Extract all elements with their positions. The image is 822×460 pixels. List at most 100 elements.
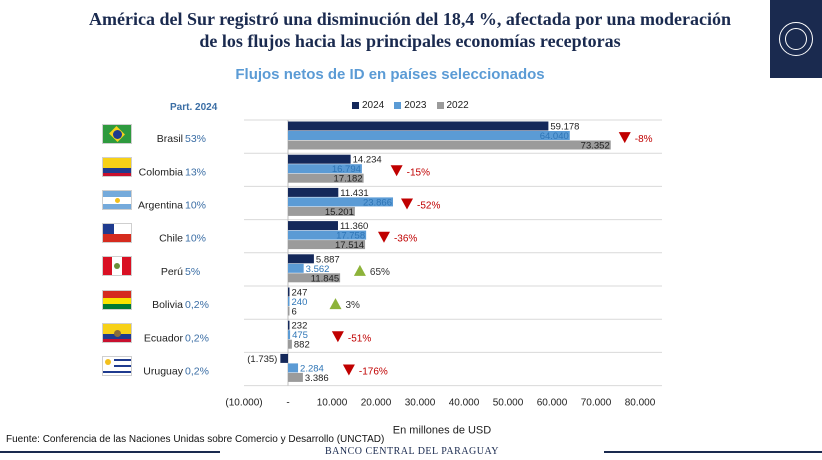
data-label-2024: 247 xyxy=(292,288,308,299)
data-label-2023: 475 xyxy=(292,330,308,341)
data-label-2022: 882 xyxy=(294,340,310,351)
bar-2024 xyxy=(288,320,290,330)
change-label: 65% xyxy=(370,267,390,278)
share-label: 10% xyxy=(185,233,206,245)
data-label-2023: 3.562 xyxy=(306,264,330,275)
bar-2022 xyxy=(288,372,303,382)
data-label-2022: 3.386 xyxy=(305,373,329,384)
bar-2022 xyxy=(288,173,364,183)
bar-2024 xyxy=(280,353,288,363)
down-arrow-icon xyxy=(401,198,414,210)
brazil-flag-icon xyxy=(102,124,132,144)
chart-legend: 2024 2023 2022 xyxy=(352,100,469,111)
category-label: Colombia xyxy=(139,166,184,178)
bar-2023 xyxy=(288,131,570,140)
category-label: Perú xyxy=(161,266,183,278)
down-arrow-icon xyxy=(331,331,344,343)
share-label: 13% xyxy=(185,166,206,178)
data-label-2022: 17.514 xyxy=(335,240,364,251)
data-label-2024: 11.431 xyxy=(340,188,368,199)
share-label: 5% xyxy=(185,266,200,278)
legend-label-2023: 2023 xyxy=(404,100,427,111)
data-label-2024: 59.178 xyxy=(550,122,579,133)
data-label-2024: (1.735) xyxy=(247,354,277,365)
bar-2023 xyxy=(288,330,291,340)
share-header: Part. 2024 xyxy=(170,102,218,113)
data-label-2023: 2.284 xyxy=(300,363,324,374)
bar-2022 xyxy=(288,273,341,283)
x-tick-label: 50.000 xyxy=(493,398,524,409)
category-label: Uruguay xyxy=(143,366,183,378)
bar-2024 xyxy=(288,187,339,197)
down-arrow-icon xyxy=(342,364,355,376)
data-label-2023: 64.040 xyxy=(540,131,569,142)
data-label-2022: 11.845 xyxy=(311,273,339,284)
up-arrow-icon xyxy=(329,298,342,310)
change-label: -15% xyxy=(407,167,430,178)
bar-2023 xyxy=(288,230,367,240)
category-label: Chile xyxy=(159,233,183,245)
bolivia-flag-icon xyxy=(102,290,132,310)
bar-2024 xyxy=(288,154,351,164)
x-tick-label: - xyxy=(286,398,289,409)
up-arrow-icon xyxy=(353,264,366,276)
chile-flag-icon xyxy=(102,223,132,243)
bar-2023 xyxy=(288,297,290,306)
x-tick-label: 60.000 xyxy=(537,398,568,409)
data-label-2022: 73.352 xyxy=(581,141,610,152)
change-label: -176% xyxy=(359,367,388,378)
bar-2022 xyxy=(288,140,611,150)
bar-2024 xyxy=(288,254,314,264)
title-line-1: América del Sur registró una disminución… xyxy=(88,9,731,29)
source-note: Fuente: Conferencia de las Naciones Unid… xyxy=(6,434,385,445)
footer-divider-left xyxy=(0,451,220,453)
share-label: 0,2% xyxy=(185,366,209,378)
argentina-flag-icon xyxy=(102,190,132,210)
legend-swatch-2022 xyxy=(436,102,444,109)
legend-item-2022: 2022 xyxy=(436,100,469,111)
category-label: Ecuador xyxy=(144,332,184,344)
data-label-2022: 15.201 xyxy=(325,207,354,218)
ecuador-flag-icon xyxy=(102,323,132,343)
page-title: América del Sur registró una disminución… xyxy=(60,8,760,52)
down-arrow-icon xyxy=(618,132,631,144)
category-label: Bolivia xyxy=(152,299,183,311)
x-tick-label: 70.000 xyxy=(581,398,612,409)
x-tick-label: 10.000 xyxy=(317,398,348,409)
change-label: -52% xyxy=(417,201,440,212)
share-label: 0,2% xyxy=(185,299,209,311)
change-label: -36% xyxy=(394,234,417,245)
change-label: -51% xyxy=(348,333,371,344)
data-label-2023: 17.758 xyxy=(336,231,365,242)
bar-2022 xyxy=(288,240,366,250)
data-label-2024: 11.360 xyxy=(340,221,368,232)
bar-2023 xyxy=(288,164,362,174)
x-tick-label: 40.000 xyxy=(449,398,480,409)
legend-item-2024: 2024 xyxy=(352,100,384,111)
data-label-2023: 23.866 xyxy=(363,197,392,208)
legend-swatch-2023 xyxy=(394,102,402,109)
data-label-2023: 240 xyxy=(292,297,308,308)
x-axis-label: En millones de USD xyxy=(393,425,491,437)
bar-2023 xyxy=(288,363,299,373)
chart-subtitle: Flujos netos de ID en países seleccionad… xyxy=(235,66,545,83)
bar-2023 xyxy=(288,197,394,207)
uruguay-flag-icon xyxy=(102,356,132,376)
bank-name: BANCO CENTRAL DEL PARAGUAY xyxy=(324,446,500,457)
footer-divider-right xyxy=(604,451,822,453)
share-label: 0,2% xyxy=(185,332,209,344)
bar-2022 xyxy=(288,206,355,216)
bar-2022 xyxy=(288,339,292,349)
x-tick-label: (10.000) xyxy=(225,398,262,409)
data-label-2024: 232 xyxy=(292,321,308,332)
title-line-2: de los flujos hacia las principales econ… xyxy=(199,31,621,51)
data-label-2024: 14.234 xyxy=(353,155,382,166)
x-tick-label: 80.000 xyxy=(625,398,656,409)
category-label: Argentina xyxy=(138,200,183,212)
data-label-2022: 17.182 xyxy=(334,174,363,185)
colombia-flag-icon xyxy=(102,157,132,177)
share-label: 53% xyxy=(185,133,206,145)
data-label-2024: 5.887 xyxy=(316,254,340,265)
peru-flag-icon xyxy=(102,256,132,276)
